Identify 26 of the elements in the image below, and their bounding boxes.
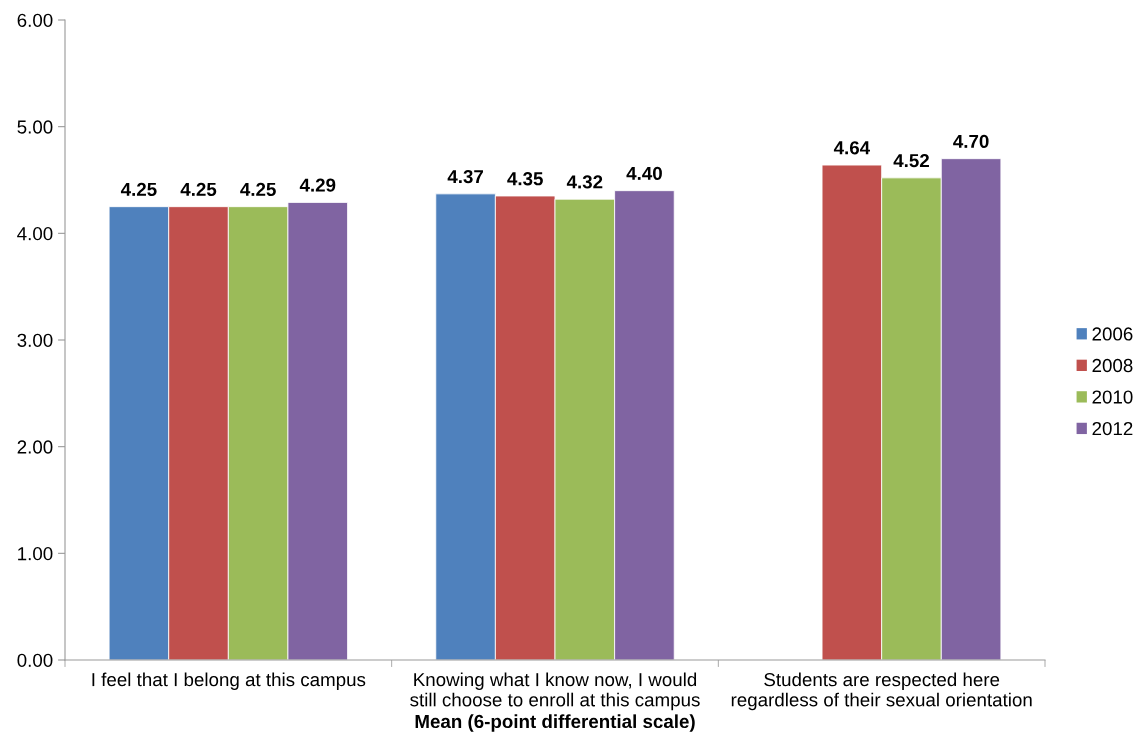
- x-tick-label: Knowing what I know now, I would still choose to enroll at this campus: [410, 672, 700, 711]
- y-tick-label: 6.00: [17, 13, 53, 27]
- y-tick-label: 5.00: [17, 120, 53, 134]
- y-tick-label: 4.00: [17, 227, 53, 241]
- y-tick-label: 3.00: [17, 333, 53, 347]
- data-label: 4.25: [240, 182, 276, 197]
- data-label: 4.40: [626, 166, 662, 181]
- legend-label: 2008: [1092, 358, 1133, 373]
- data-label: 4.29: [299, 178, 336, 192]
- data-label: 4.70: [953, 134, 989, 149]
- legend-label: 2006: [1092, 327, 1133, 341]
- legend-label: 2012: [1092, 421, 1133, 436]
- y-tick-label: 1.00: [18, 547, 53, 561]
- y-tick-label: 2.00: [17, 440, 53, 454]
- x-axis-title: Mean (6-point differential scale): [415, 714, 695, 732]
- data-label: 4.32: [566, 175, 603, 189]
- data-label: 4.25: [120, 182, 157, 197]
- legend-label: 2010: [1092, 390, 1133, 404]
- data-label: 4.35: [507, 172, 543, 186]
- data-label: 4.25: [180, 182, 217, 197]
- data-label: 4.37: [447, 169, 483, 184]
- x-tick-label: Students are respected here regardless of their sexual orientation: [731, 672, 1032, 711]
- data-label: 4.64: [833, 141, 871, 155]
- data-label: 4.52: [893, 153, 929, 168]
- y-tick-label: 0.00: [17, 653, 53, 667]
- x-tick-label: I feel that I belong at this campus: [92, 672, 366, 690]
